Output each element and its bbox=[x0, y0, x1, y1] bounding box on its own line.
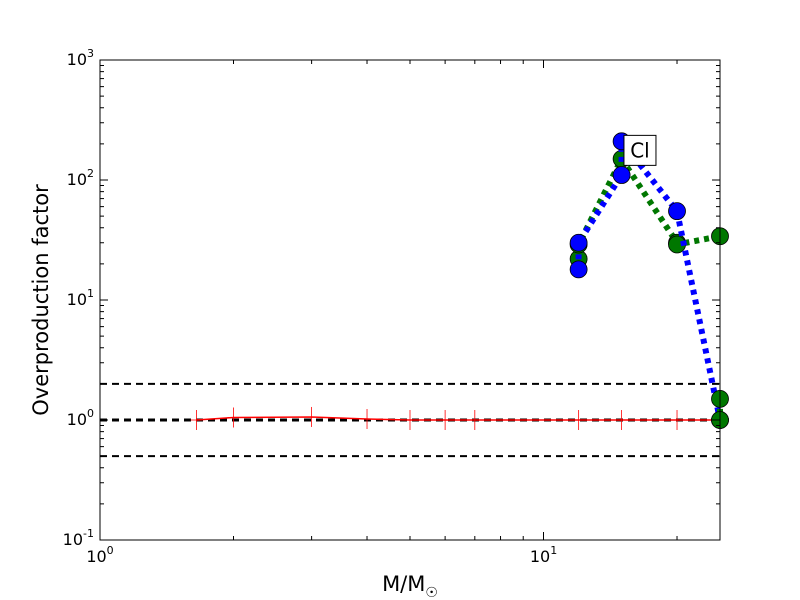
x-tick-label: 100 bbox=[86, 544, 113, 566]
data-point bbox=[569, 260, 588, 279]
y-tick-label: 100 bbox=[67, 407, 94, 429]
x-axis-title: M/M☉ bbox=[382, 572, 438, 600]
data-point bbox=[569, 233, 588, 252]
data-point bbox=[668, 202, 686, 221]
annotation-box bbox=[623, 134, 657, 166]
annotation-layer: Cl bbox=[623, 134, 657, 166]
y-axis-title: Overproduction factor bbox=[29, 184, 53, 416]
y-tick-label: 103 bbox=[67, 47, 94, 69]
y-tick-label: 101 bbox=[67, 287, 94, 309]
plot-area bbox=[100, 60, 720, 540]
annotation-label: Cl bbox=[630, 138, 650, 162]
data-point bbox=[612, 166, 631, 184]
x-tick-label: 101 bbox=[530, 544, 557, 566]
y-tick-label: 102 bbox=[67, 167, 94, 189]
y-tick-label: 10-1 bbox=[63, 527, 94, 549]
